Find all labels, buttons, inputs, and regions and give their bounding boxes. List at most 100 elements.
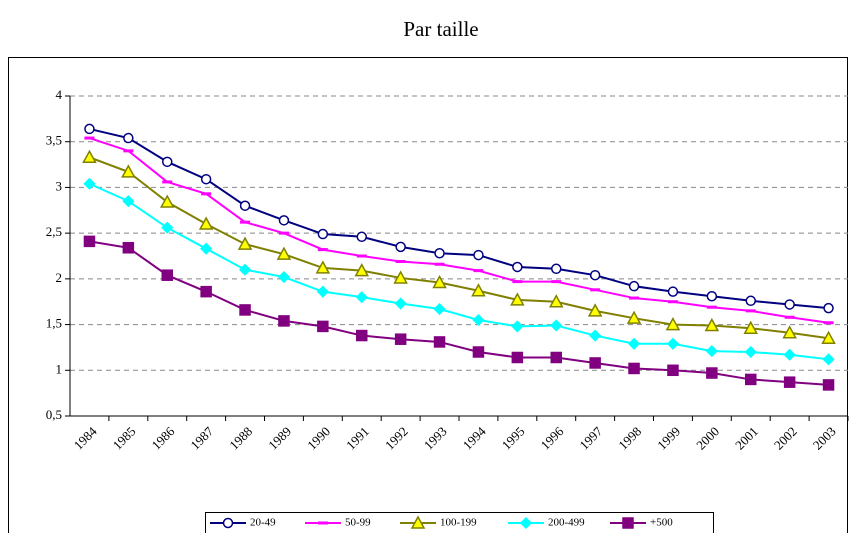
- marker: [121, 164, 136, 178]
- y-tick-label: 0,5: [46, 407, 62, 422]
- x-tick-label: 1990: [304, 424, 333, 453]
- marker: [277, 270, 291, 284]
- marker: [706, 290, 718, 302]
- marker: [784, 299, 795, 310]
- marker: [122, 195, 135, 208]
- marker: [704, 317, 720, 332]
- marker: [82, 149, 97, 164]
- legend-box: [205, 512, 714, 533]
- marker: [200, 173, 212, 185]
- y-tick-label: 4: [56, 87, 63, 102]
- marker: [743, 320, 759, 334]
- marker: [161, 221, 174, 234]
- x-tick-label: 1991: [343, 424, 372, 453]
- marker: [587, 303, 603, 317]
- marker: [161, 269, 173, 281]
- marker: [667, 364, 679, 377]
- series-line: [89, 182, 829, 361]
- marker: [510, 292, 525, 306]
- marker: [84, 123, 95, 135]
- x-tick-label: 1998: [615, 424, 644, 453]
- marker: [395, 241, 406, 253]
- legend-label: 100-199: [440, 517, 477, 529]
- marker: [83, 235, 96, 248]
- marker: [316, 285, 329, 298]
- marker: [200, 285, 212, 298]
- marker: [745, 373, 757, 386]
- marker: [783, 376, 796, 388]
- marker: [394, 333, 407, 345]
- marker: [667, 286, 679, 297]
- x-tick-label: 1999: [654, 424, 683, 453]
- marker: [317, 320, 329, 333]
- marker: [410, 515, 426, 529]
- marker: [622, 517, 634, 529]
- legend-label: 200-499: [548, 517, 585, 529]
- y-tick-label: 1: [56, 361, 63, 376]
- x-tick-label: 1993: [421, 424, 450, 453]
- marker: [511, 320, 524, 333]
- y-tick-label: 1,5: [46, 316, 62, 331]
- marker: [665, 317, 681, 331]
- marker: [512, 261, 523, 273]
- marker: [472, 346, 485, 358]
- marker: [627, 337, 641, 350]
- marker: [783, 348, 796, 361]
- series-line: [89, 156, 829, 340]
- x-tick-label: 1989: [265, 424, 294, 453]
- marker: [237, 236, 253, 250]
- marker: [433, 302, 446, 316]
- marker: [550, 319, 563, 332]
- legend-label: 20-49: [250, 517, 276, 529]
- marker: [222, 517, 234, 529]
- y-tick-label: 2,5: [46, 224, 62, 239]
- marker: [356, 231, 367, 243]
- y-tick-label: 2: [56, 270, 63, 285]
- x-tick-label: 1986: [148, 423, 177, 452]
- x-tick-label: 1984: [71, 423, 100, 452]
- marker: [548, 294, 564, 308]
- marker: [200, 242, 213, 255]
- marker: [473, 249, 484, 261]
- marker: [472, 313, 485, 327]
- marker: [551, 263, 562, 275]
- marker: [239, 200, 251, 211]
- x-tick-label: 1997: [576, 423, 605, 452]
- series-line: [89, 127, 829, 310]
- marker: [394, 297, 407, 310]
- marker: [821, 330, 836, 345]
- marker: [782, 325, 797, 339]
- marker: [589, 269, 601, 281]
- marker: [433, 336, 446, 348]
- marker: [744, 345, 757, 359]
- marker: [628, 362, 640, 375]
- marker: [356, 329, 368, 342]
- marker: [393, 270, 408, 284]
- x-tick-label: 1988: [226, 424, 255, 453]
- y-tick-label: 3,5: [46, 133, 62, 148]
- marker: [278, 215, 290, 226]
- chart-border: [8, 57, 848, 533]
- marker: [239, 304, 251, 316]
- x-tick-label: 1995: [499, 424, 528, 453]
- x-tick-label: 1996: [537, 423, 566, 452]
- legend-label: 50-99: [345, 517, 371, 529]
- x-tick-label: 2003: [810, 424, 839, 453]
- marker: [434, 248, 445, 259]
- marker: [666, 337, 680, 350]
- marker: [354, 263, 370, 277]
- marker: [317, 228, 329, 240]
- marker: [276, 246, 292, 260]
- marker: [706, 367, 718, 379]
- x-tick-label: 1985: [110, 424, 139, 453]
- marker: [162, 156, 173, 168]
- marker: [511, 351, 524, 364]
- x-tick-label: 1987: [187, 423, 216, 452]
- marker: [238, 263, 252, 276]
- marker: [745, 295, 756, 307]
- marker: [123, 132, 134, 144]
- series-line: [89, 240, 829, 386]
- chart-title: Par taille: [403, 17, 478, 41]
- series-line: [89, 137, 829, 324]
- marker: [83, 177, 96, 190]
